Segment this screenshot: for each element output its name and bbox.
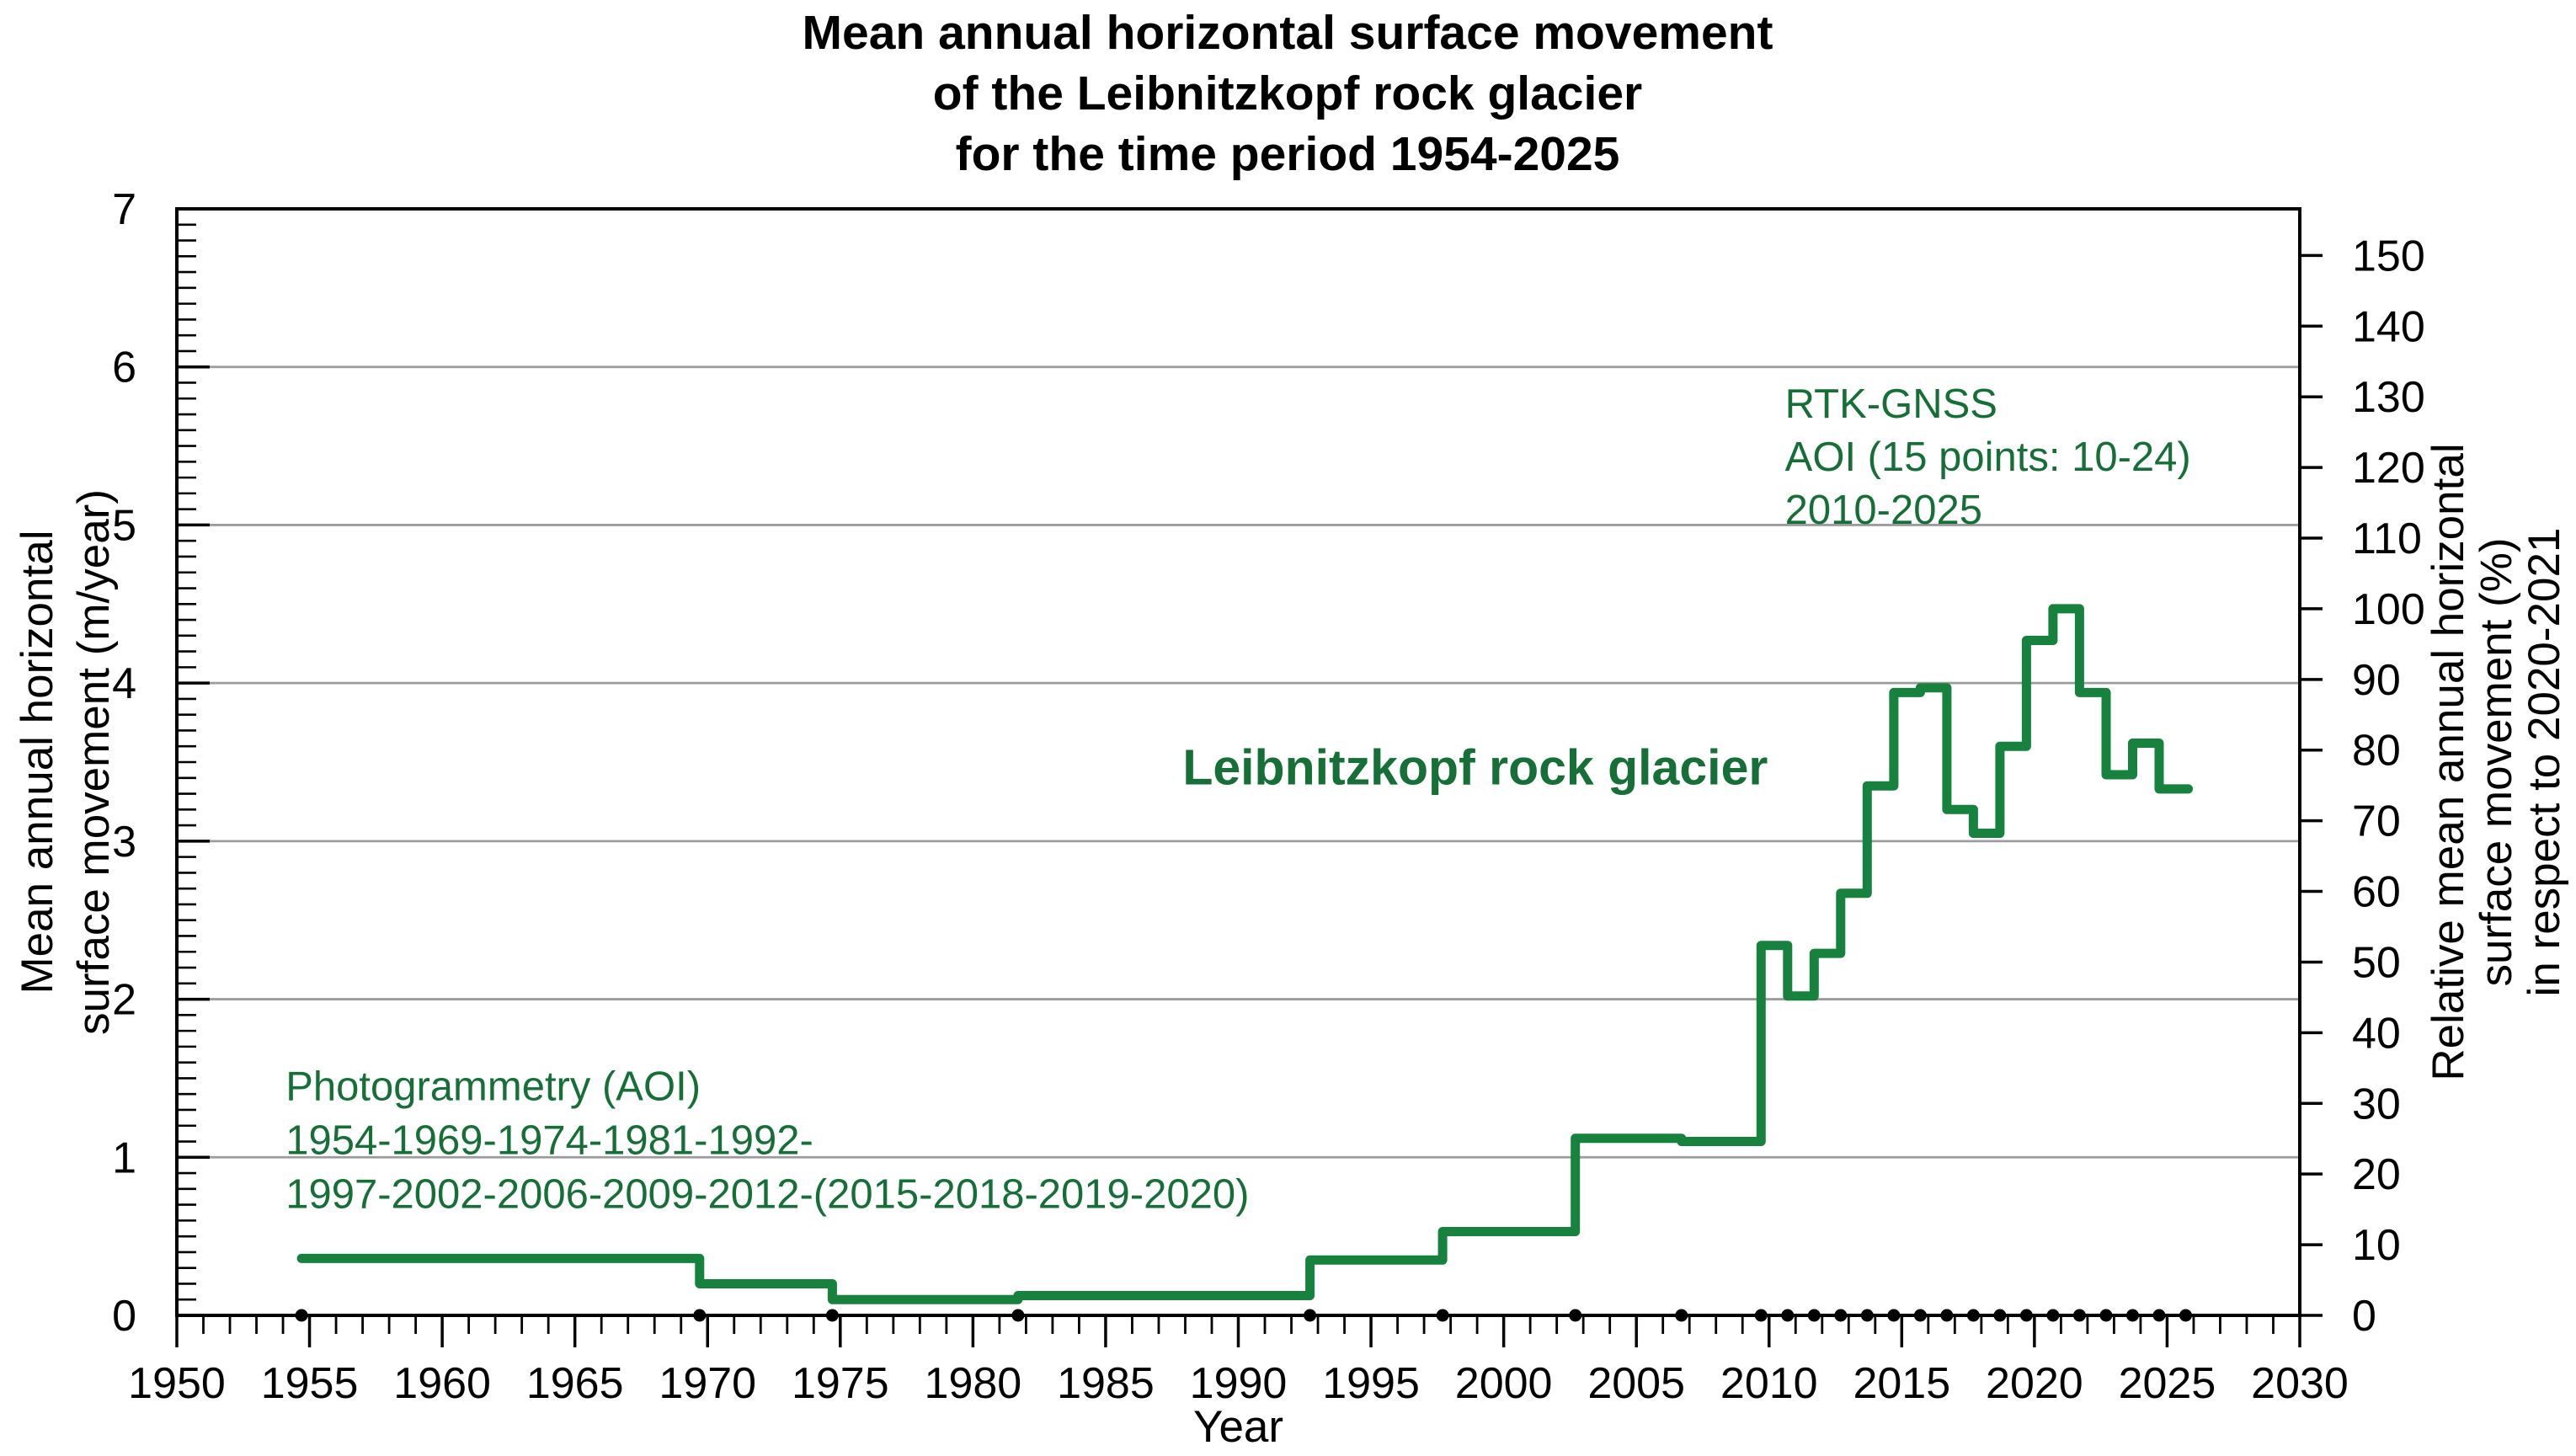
y-right-tick-label: 140	[2352, 302, 2425, 351]
chart-title: Mean annual horizontal surface movement	[803, 6, 1773, 60]
measurement-dot	[1860, 1309, 1874, 1322]
photogrammetry-annotation: Photogrammetry (AOI)	[285, 1064, 701, 1110]
measurement-dot	[2099, 1309, 2113, 1322]
measurement-dot	[1304, 1309, 1317, 1322]
y-right-tick-label: 60	[2352, 868, 2401, 917]
rtk-gnss-annotation: AOI (15 points: 10-24)	[1785, 435, 2191, 480]
y-right-tick-label: 20	[2352, 1150, 2401, 1199]
measurement-dot	[1754, 1309, 1768, 1322]
y-right-tick-label: 110	[2352, 515, 2422, 563]
measurement-dot	[1807, 1309, 1821, 1322]
measurement-dot	[1011, 1309, 1025, 1322]
x-tick-label: 2030	[2251, 1359, 2349, 1408]
y-right-tick-label: 100	[2352, 585, 2425, 634]
chart-title: for the time period 1954-2025	[956, 127, 1620, 181]
y-left-tick-label: 0	[112, 1292, 136, 1341]
y-right-tick-label: 10	[2352, 1221, 2401, 1270]
measurement-dot	[2046, 1309, 2060, 1322]
measurement-dot	[1834, 1309, 1848, 1322]
series-label: Leibnitzkopf rock glacier	[1182, 739, 1768, 795]
x-tick-label: 2015	[1853, 1359, 1950, 1408]
x-tick-label: 1970	[659, 1359, 756, 1408]
measurement-dot	[2152, 1309, 2166, 1322]
y-left-tick-label: 2	[112, 976, 136, 1025]
chart-title: of the Leibnitzkopf rock glacier	[933, 67, 1642, 120]
y-right-axis-title: Relative mean annual horizontalsurface m…	[2424, 443, 2569, 1080]
y-right-tick-label: 40	[2352, 1009, 2401, 1058]
y-left-axis-title: Mean annual horizontal surface movement (…	[13, 489, 119, 1035]
y-right-tick-label: 90	[2352, 656, 2401, 705]
measurement-dot	[1436, 1309, 1449, 1322]
x-tick-label: 1950	[128, 1359, 226, 1408]
x-tick-label: 2025	[2119, 1359, 2216, 1408]
y-right-tick-label: 120	[2352, 444, 2425, 493]
x-tick-label: 2020	[1986, 1359, 2083, 1408]
x-tick-label: 2000	[1455, 1359, 1553, 1408]
y-left-tick-label: 7	[112, 185, 136, 234]
x-axis-title: Year	[1193, 1402, 1283, 1452]
measurement-dot	[1966, 1309, 1980, 1322]
measurement-dot	[1993, 1309, 2007, 1322]
measurement-dot	[1781, 1309, 1795, 1322]
y-left-tick-label: 6	[112, 344, 136, 392]
measurement-dot	[1887, 1309, 1901, 1322]
y-right-tick-label: 130	[2352, 373, 2425, 422]
measurement-dot	[693, 1309, 707, 1322]
x-tick-label: 1990	[1190, 1359, 1288, 1408]
y-right-tick-label: 30	[2352, 1080, 2401, 1128]
rtk-gnss-annotation: RTK-GNSS	[1785, 381, 1997, 427]
x-tick-label: 1955	[261, 1359, 359, 1408]
measurement-dot	[295, 1309, 308, 1322]
measurement-dot	[2072, 1309, 2086, 1322]
y-right-tick-label: 70	[2352, 797, 2401, 846]
x-tick-label: 2005	[1587, 1359, 1685, 1408]
y-left-tick-label: 5	[112, 501, 136, 550]
y-left-tick-label: 1	[112, 1133, 136, 1182]
y-right-tick-label: 150	[2352, 232, 2425, 280]
step-line-path	[296, 604, 2194, 1304]
photogrammetry-annotation: 1954-1969-1974-1981-1992-	[285, 1118, 813, 1164]
x-tick-label: 1960	[393, 1359, 491, 1408]
measurement-dot	[2179, 1309, 2192, 1322]
y-right-tick-label: 0	[2352, 1292, 2376, 1341]
measurement-dot	[2019, 1309, 2033, 1322]
x-tick-label: 1985	[1057, 1359, 1155, 1408]
y-right-tick-label: 50	[2352, 938, 2401, 987]
x-tick-label: 1980	[925, 1359, 1022, 1408]
measurement-dot	[1913, 1309, 1927, 1322]
measurement-dot	[825, 1309, 839, 1322]
x-tick-label: 1965	[526, 1359, 624, 1408]
measurement-dot	[2125, 1309, 2139, 1322]
x-tick-label: 2010	[1720, 1359, 1818, 1408]
y-right-tick-label: 80	[2352, 727, 2401, 776]
photogrammetry-annotation: 1997-2002-2006-2009-2012-(2015-2018-2019…	[285, 1172, 1249, 1218]
y-left-tick-label: 4	[112, 659, 136, 708]
y-left-tick-label: 3	[112, 818, 136, 867]
x-tick-label: 1975	[792, 1359, 889, 1408]
measurement-dot	[1675, 1309, 1688, 1322]
measurement-dot	[1940, 1309, 1954, 1322]
x-tick-label: 1995	[1322, 1359, 1420, 1408]
measurement-dot	[1569, 1309, 1582, 1322]
rtk-gnss-annotation: 2010-2025	[1785, 488, 1982, 533]
